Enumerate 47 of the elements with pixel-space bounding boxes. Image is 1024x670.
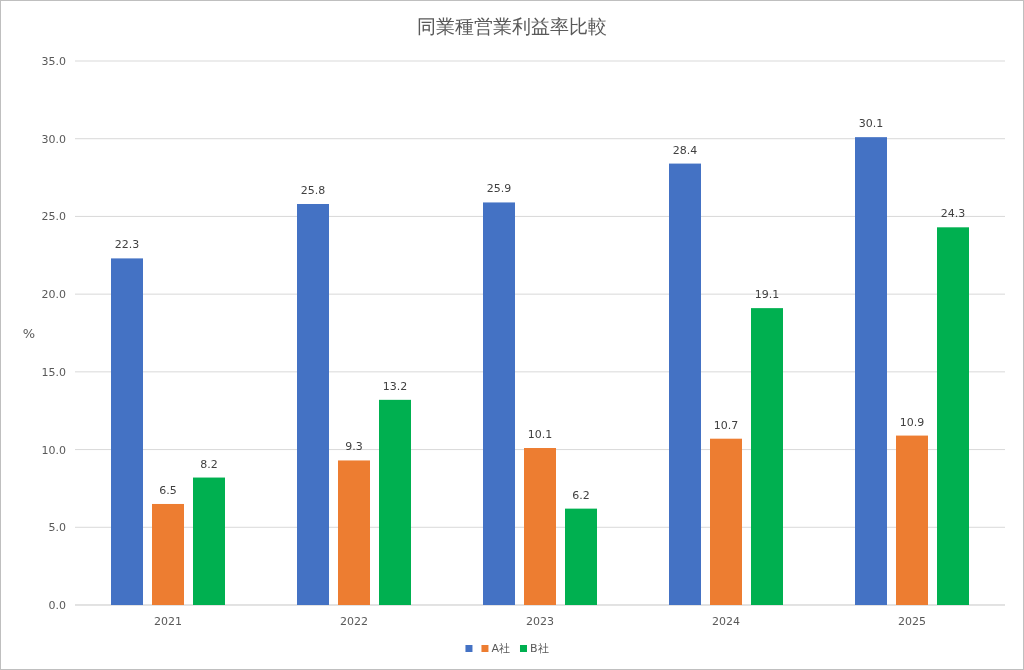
data-label: 10.9	[899, 415, 925, 429]
x-tick-label: 2025	[898, 615, 926, 628]
data-label: 9.3	[345, 440, 363, 454]
bar	[338, 460, 370, 605]
chart-title: 同業種営業利益率比較	[417, 15, 607, 37]
data-label: 10.7	[713, 418, 739, 432]
y-tick-label: 10.0	[41, 443, 66, 457]
legend-label: A社	[491, 642, 510, 655]
x-tick-label: 2022	[340, 615, 368, 628]
bar	[710, 438, 742, 605]
x-tick-label: 2024	[712, 615, 740, 628]
y-tick-label: 15.0	[41, 365, 66, 379]
data-label: 24.3	[940, 207, 966, 221]
data-label: 6.2	[572, 488, 590, 502]
bar	[152, 503, 184, 605]
data-label: 6.5	[159, 483, 177, 497]
y-tick-label: 30.0	[41, 132, 66, 146]
bar	[751, 308, 783, 605]
bar	[937, 227, 969, 605]
bar	[297, 203, 329, 605]
y-tick-label: 25.0	[41, 210, 66, 224]
y-tick-label: 20.0	[41, 288, 66, 302]
bar	[896, 435, 928, 605]
data-label: 8.2	[200, 457, 218, 471]
data-label: 30.1	[858, 117, 884, 131]
data-label: 25.9	[486, 182, 512, 196]
data-label: 22.3	[114, 238, 140, 252]
bar	[855, 137, 887, 605]
y-tick-label: 5.0	[48, 521, 66, 535]
y-tick-label: 35.0	[41, 55, 66, 68]
legend-label: B社	[529, 642, 549, 655]
bar	[193, 477, 225, 605]
data-label: 25.8	[300, 183, 326, 197]
data-label: 13.2	[382, 379, 408, 393]
y-tick-label: 0.0	[48, 599, 66, 612]
bar	[111, 258, 143, 605]
bar	[524, 448, 556, 605]
bar	[379, 399, 411, 605]
data-label: 10.1	[527, 428, 553, 442]
data-label: 28.4	[672, 143, 698, 157]
bar	[565, 508, 597, 605]
x-tick-label: 2023	[526, 615, 554, 628]
bar	[483, 202, 515, 605]
data-label: 19.1	[754, 288, 780, 302]
bar	[669, 163, 701, 605]
y-axis-title: %	[22, 326, 36, 341]
x-tick-label: 2021	[154, 615, 182, 628]
